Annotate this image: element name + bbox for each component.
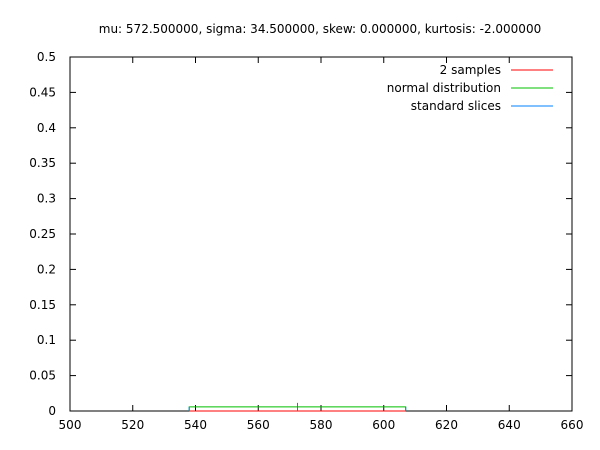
- y-tick-label: 0.1: [37, 333, 56, 347]
- legend-label: 2 samples: [440, 63, 501, 77]
- x-tick-label: 600: [372, 418, 395, 432]
- x-tick-label: 580: [310, 418, 333, 432]
- y-tick-label: 0.45: [29, 85, 56, 99]
- y-tick-label: 0.5: [37, 50, 56, 64]
- x-tick-label: 620: [435, 418, 458, 432]
- y-tick-label: 0.25: [29, 227, 56, 241]
- x-tick-label: 540: [184, 418, 207, 432]
- y-tick-label: 0: [48, 404, 56, 418]
- x-tick-label: 520: [121, 418, 144, 432]
- y-tick-label: 0.35: [29, 156, 56, 170]
- x-tick-label: 500: [59, 418, 82, 432]
- chart-title: mu: 572.500000, sigma: 34.500000, skew: …: [99, 22, 541, 36]
- y-tick-label: 0.3: [37, 192, 56, 206]
- y-tick-label: 0.4: [37, 121, 56, 135]
- legend-label: standard slices: [411, 99, 501, 113]
- series-layer: [188, 402, 407, 412]
- x-tick-label: 660: [561, 418, 584, 432]
- legend-label: normal distribution: [387, 81, 501, 95]
- x-tick-label: 560: [247, 418, 270, 432]
- x-axis: 500 520 540 560 580 600 620 640 660: [59, 57, 584, 432]
- x-tick-label: 640: [498, 418, 521, 432]
- y-tick-label: 0.2: [37, 262, 56, 276]
- y-tick-label: 0.15: [29, 298, 56, 312]
- y-tick-label: 0.05: [29, 369, 56, 383]
- y-axis: 0 0.05 0.1 0.15 0.2 0.25 0.3 0.35 0.4 0.45 0.5: [29, 50, 572, 418]
- legend: 2 samples normal distribution standard sli…: [387, 63, 553, 113]
